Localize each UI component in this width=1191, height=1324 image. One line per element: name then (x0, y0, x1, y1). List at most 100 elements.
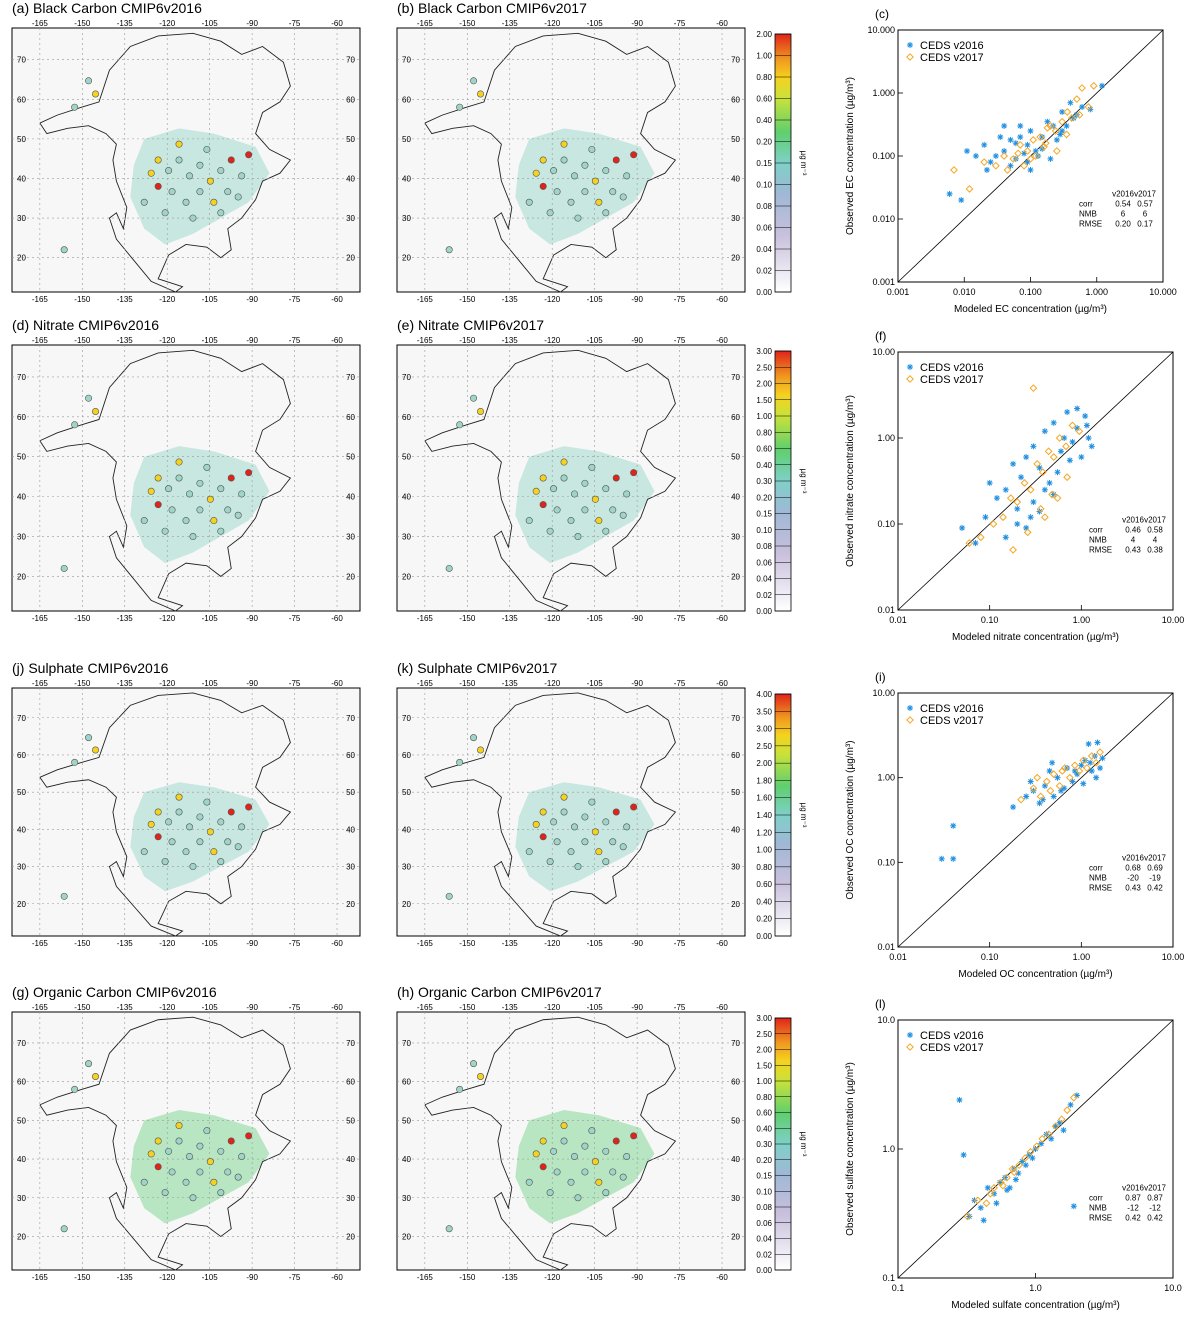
lon-tick-label-bottom: -120 (544, 939, 561, 948)
observation-site-marker (550, 485, 558, 493)
colorbar-tick-label: 0.20 (756, 493, 772, 502)
asterisk-stroke (1057, 131, 1063, 137)
stats-header: v2016 (1122, 1183, 1144, 1192)
asterisk-stroke (907, 42, 913, 48)
stats-cell: 4 (1131, 535, 1136, 544)
lat-tick-label-left: 70 (402, 373, 411, 382)
observation-site-marker (196, 813, 204, 821)
data-point-v2016 (1018, 474, 1025, 481)
observation-site-marker (175, 793, 183, 801)
observation-site-marker (182, 517, 190, 525)
observation-site-marker (234, 1173, 242, 1181)
asterisk-stroke (1054, 775, 1061, 781)
stats-header: v2016 (1112, 189, 1134, 198)
lat-tick-label-right: 20 (346, 254, 355, 263)
data-point-v2016 (993, 1200, 1000, 1207)
data-point-v2017 (999, 513, 1007, 522)
lon-tick-label-bottom: -105 (202, 295, 219, 304)
colorbar-tick-label: 0.30 (756, 477, 772, 486)
data-point-v2016 (1057, 131, 1064, 138)
observation-site-marker (140, 1178, 148, 1186)
map-panel: (a) Black Carbon CMIP6v2016 -165 -165 -150 -… (11, 0, 361, 304)
observation-site-marker (612, 156, 620, 164)
observation-site-marker (165, 485, 173, 493)
lat-tick-label-right: 60 (731, 751, 740, 760)
observation-site-marker (456, 758, 464, 766)
data-point-v2016 (1079, 103, 1086, 110)
data-point-v2016 (997, 134, 1004, 141)
data-point-v2017 (1057, 1115, 1066, 1124)
lon-tick-label-bottom: -135 (117, 614, 134, 623)
data-point-v2016 (1069, 438, 1076, 445)
stats-cell: 0.87 (1147, 1193, 1163, 1202)
data-point-v2017 (1040, 513, 1049, 522)
lon-tick-label-bottom: -150 (459, 614, 476, 623)
observation-site-marker (588, 1127, 596, 1135)
asterisk-stroke (1046, 480, 1053, 486)
asterisk-stroke (1014, 506, 1020, 512)
observation-site-marker (238, 823, 246, 831)
colorbar-tick-label: 1.00 (756, 846, 772, 855)
colorbar-tick-label: 0.06 (756, 558, 772, 567)
data-point-v2017 (1038, 1134, 1047, 1143)
observation-site-marker (71, 758, 79, 766)
asterisk-stroke (1008, 137, 1014, 143)
asterisk-stroke (1094, 739, 1101, 746)
observation-site-marker (60, 892, 68, 900)
asterisk-stroke (1030, 443, 1036, 449)
asterisk-stroke (1027, 167, 1034, 173)
lon-tick-label-bottom: -90 (631, 295, 643, 304)
colorbar-unit-label: µg m⁻³ (799, 803, 808, 828)
lat-tick-label-left: 30 (402, 1194, 411, 1203)
observation-site-marker (210, 848, 218, 856)
asterisk-stroke (1074, 405, 1080, 412)
colorbar-tick-label: 0.15 (756, 510, 772, 519)
asterisk-stroke (972, 540, 979, 546)
asterisk-stroke (1044, 119, 1050, 125)
observation-site-marker (175, 140, 183, 148)
data-point-v2017 (986, 1189, 995, 1198)
colorbar-tick-label: 0.40 (756, 116, 772, 125)
observation-site-marker (196, 479, 204, 487)
lon-tick-label-top: -135 (502, 19, 519, 28)
lat-tick-label-left: 60 (402, 95, 411, 104)
observation-site-marker (175, 1137, 183, 1145)
coastline (424, 1016, 677, 1271)
data-point-v2017 (1051, 1122, 1060, 1131)
lon-tick-label-top: -120 (159, 679, 176, 688)
observation-site-marker (553, 506, 561, 514)
lon-tick-label-top: -135 (117, 336, 134, 345)
data-point-v2017 (1023, 147, 1032, 155)
y-tick-label: 0.01 (877, 605, 895, 615)
colorbar-tick-label: 0.15 (756, 1172, 772, 1181)
observation-site-marker (165, 818, 173, 826)
observation-site-marker (570, 1152, 578, 1160)
observation-site-marker (581, 1168, 589, 1176)
lat-tick-label-right: 30 (346, 863, 355, 872)
observation-site-marker (210, 1178, 218, 1186)
lon-tick-label-top: -75 (674, 336, 686, 345)
observation-site-marker (532, 1150, 540, 1158)
data-point-v2016 (983, 166, 990, 173)
observation-site-marker (175, 808, 183, 816)
asterisk-stroke (1017, 123, 1023, 129)
observation-site-marker (595, 198, 603, 206)
lon-tick-label-bottom: -60 (716, 939, 728, 948)
data-point-v2017 (991, 161, 1000, 170)
lat-tick-label-left: 70 (402, 56, 411, 65)
stats-cell: NMB (1089, 1203, 1107, 1212)
lat-tick-label-left: 60 (17, 413, 26, 422)
observation-site-marker (602, 818, 610, 826)
lon-tick-label-bottom: -120 (544, 1273, 561, 1282)
asterisk-stroke (1078, 762, 1084, 768)
colorbar-tick-label: 0.04 (756, 1235, 772, 1244)
observation-site-marker (206, 177, 214, 185)
lon-tick-label-top: -60 (716, 336, 728, 345)
asterisk-stroke (1067, 100, 1073, 106)
lat-tick-label-left: 20 (402, 900, 411, 909)
asterisk-stroke (981, 1217, 987, 1223)
observation-site-marker (581, 1142, 589, 1150)
asterisk-stroke (1029, 1155, 1035, 1161)
observation-site-marker (470, 1060, 478, 1068)
data-point-v2016 (1003, 1187, 1010, 1194)
